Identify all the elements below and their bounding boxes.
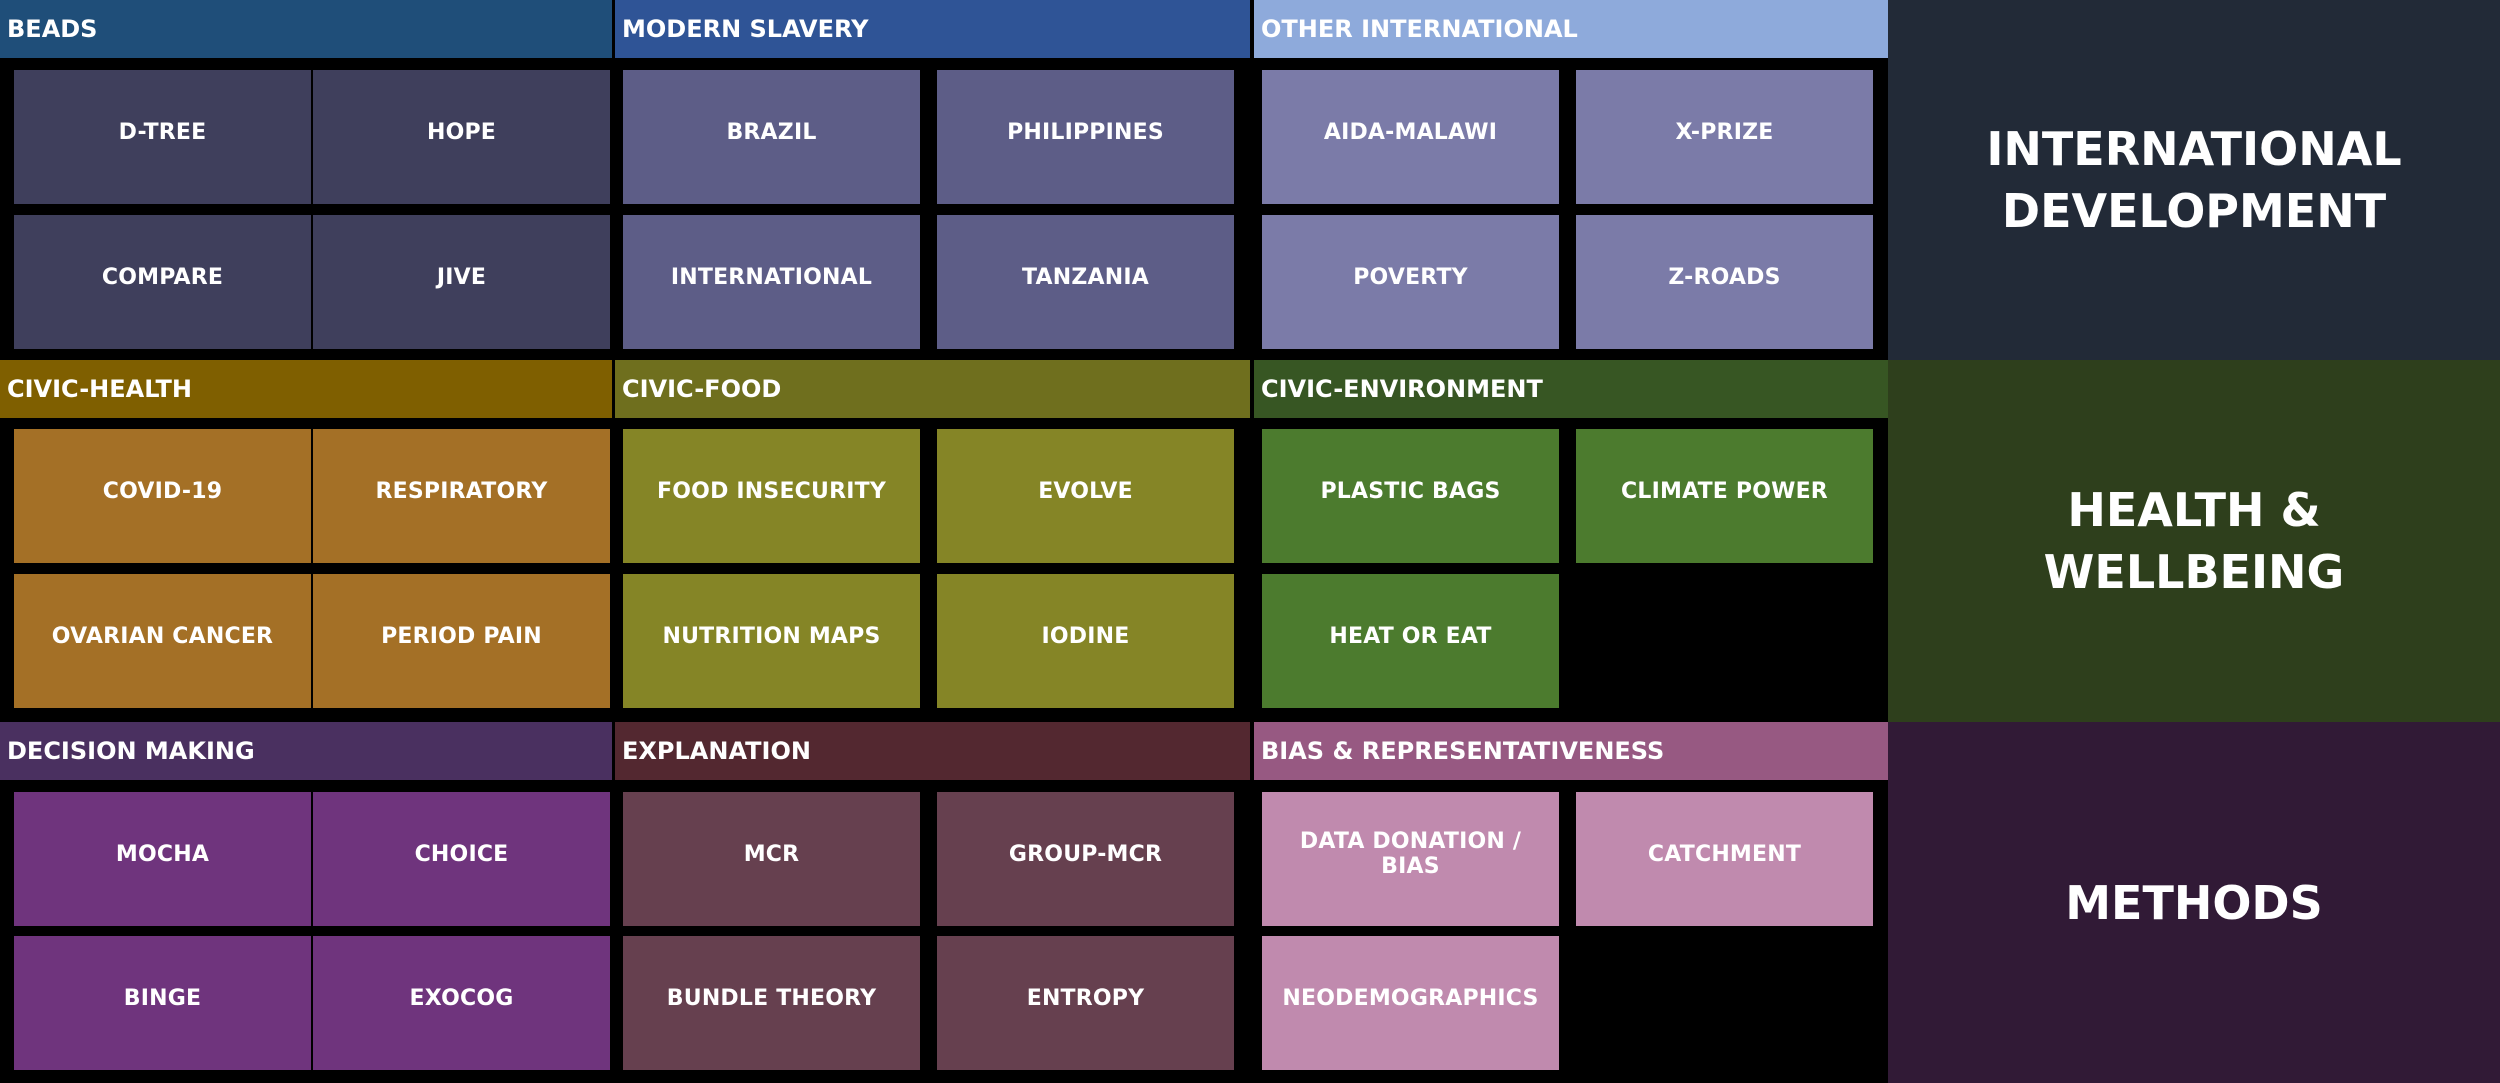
tile-philippines[interactable]: PHILIPPINES bbox=[937, 70, 1234, 204]
tile-label: MOCHA bbox=[115, 841, 210, 867]
tile-mcr[interactable]: MCR bbox=[623, 792, 920, 926]
tile-label: TANZANIA bbox=[1022, 264, 1149, 290]
theme-label: HEALTH & WELLBEING bbox=[2043, 483, 2345, 599]
tile-label: HOPE bbox=[426, 119, 497, 145]
tile-aida-malawi[interactable]: AIDA-MALAWI bbox=[1262, 70, 1559, 204]
tile-label: BINGE bbox=[123, 985, 202, 1011]
tile-nutrition-maps[interactable]: NUTRITION MAPS bbox=[623, 574, 920, 708]
tile-label: X-PRIZE bbox=[1675, 119, 1774, 145]
tile-mocha[interactable]: MOCHA bbox=[14, 792, 311, 926]
theme-label-line1: INTERNATIONAL bbox=[1986, 122, 2402, 176]
theme-label: METHODS bbox=[2065, 875, 2323, 930]
tile-label: MCR bbox=[743, 841, 800, 867]
tile-choice[interactable]: CHOICE bbox=[313, 792, 610, 926]
tile-hope[interactable]: HOPE bbox=[313, 70, 610, 204]
group-header-explanation: EXPLANATION bbox=[615, 722, 1250, 780]
tile-label: D-TREE bbox=[118, 119, 207, 145]
tile-label: CHOICE bbox=[414, 841, 509, 867]
tile-label: NUTRITION MAPS bbox=[662, 623, 881, 649]
group-header-bias-representativeness: BIAS & REPRESENTATIVENESS bbox=[1254, 722, 1888, 780]
tile-label: COVID-19 bbox=[102, 478, 223, 504]
tile-label: EXOCOG bbox=[409, 985, 514, 1011]
theme-international-development: INTERNATIONAL DEVELOPMENT bbox=[1888, 0, 2500, 360]
tile-label: COMPARE bbox=[101, 264, 224, 290]
tile-heat-or-eat[interactable]: HEAT OR EAT bbox=[1262, 574, 1559, 708]
tile-label: Z-ROADS bbox=[1668, 264, 1781, 290]
tile-label: CLIMATE POWER bbox=[1621, 478, 1828, 504]
tile-z-roads[interactable]: Z-ROADS bbox=[1576, 215, 1873, 349]
tile-x-prize[interactable]: X-PRIZE bbox=[1576, 70, 1873, 204]
tile-covid-19[interactable]: COVID-19 bbox=[14, 429, 311, 563]
tile-label: PHILIPPINES bbox=[1007, 119, 1164, 145]
group-header-other-international: OTHER INTERNATIONAL bbox=[1254, 0, 1888, 58]
tile-international[interactable]: INTERNATIONAL bbox=[623, 215, 920, 349]
tile-label: DATA DONATION / BIAS bbox=[1299, 829, 1522, 879]
group-header-modern-slavery: MODERN SLAVERY bbox=[615, 0, 1250, 58]
tile-label: INTERNATIONAL bbox=[670, 264, 873, 290]
tile-poverty[interactable]: POVERTY bbox=[1262, 215, 1559, 349]
theme-label-line2: DEVELOPMENT bbox=[2001, 184, 2387, 238]
tile-label: BUNDLE THEORY bbox=[666, 985, 877, 1011]
tile-label: PERIOD PAIN bbox=[381, 623, 542, 649]
tile-label: AIDA-MALAWI bbox=[1323, 119, 1498, 145]
tile-climate-power[interactable]: CLIMATE POWER bbox=[1576, 429, 1873, 563]
theme-methods: METHODS bbox=[1888, 722, 2500, 1083]
group-header-civic-environment: CIVIC-ENVIRONMENT bbox=[1254, 360, 1888, 418]
tile-label: HEAT OR EAT bbox=[1329, 623, 1492, 649]
tile-label: PLASTIC BAGS bbox=[1320, 478, 1501, 504]
tile-exocog[interactable]: EXOCOG bbox=[313, 936, 610, 1070]
tile-label: POVERTY bbox=[1353, 264, 1468, 290]
tile-tanzania[interactable]: TANZANIA bbox=[937, 215, 1234, 349]
tile-label: BRAZIL bbox=[726, 119, 817, 145]
tile-brazil[interactable]: BRAZIL bbox=[623, 70, 920, 204]
tile-period-pain[interactable]: PERIOD PAIN bbox=[313, 574, 610, 708]
tile-food-insecurity[interactable]: FOOD INSECURITY bbox=[623, 429, 920, 563]
tile-label: IODINE bbox=[1041, 623, 1130, 649]
tile-d-tree[interactable]: D-TREE bbox=[14, 70, 311, 204]
tile-label: GROUP-MCR bbox=[1008, 841, 1163, 867]
group-header-beads: BEADS bbox=[0, 0, 612, 58]
tile-label: JIVE bbox=[436, 264, 487, 290]
group-header-decision-making: DECISION MAKING bbox=[0, 722, 612, 780]
tile-bundle-theory[interactable]: BUNDLE THEORY bbox=[623, 936, 920, 1070]
tile-label: OVARIAN CANCER bbox=[51, 623, 274, 649]
tile-label: RESPIRATORY bbox=[375, 478, 548, 504]
tile-compare[interactable]: COMPARE bbox=[14, 215, 311, 349]
tile-group-mcr[interactable]: GROUP-MCR bbox=[937, 792, 1234, 926]
tile-ovarian-cancer[interactable]: OVARIAN CANCER bbox=[14, 574, 311, 708]
tile-entropy[interactable]: ENTROPY bbox=[937, 936, 1234, 1070]
tile-respiratory[interactable]: RESPIRATORY bbox=[313, 429, 610, 563]
tile-neodemographics[interactable]: NEODEMOGRAPHICS bbox=[1262, 936, 1559, 1070]
tile-label: NEODEMOGRAPHICS bbox=[1282, 985, 1539, 1011]
tile-binge[interactable]: BINGE bbox=[14, 936, 311, 1070]
tile-evolve[interactable]: EVOLVE bbox=[937, 429, 1234, 563]
tile-label: CATCHMENT bbox=[1647, 841, 1802, 867]
group-header-civic-food: CIVIC-FOOD bbox=[615, 360, 1250, 418]
tile-jive[interactable]: JIVE bbox=[313, 215, 610, 349]
tile-label: ENTROPY bbox=[1026, 985, 1145, 1011]
tile-label: EVOLVE bbox=[1038, 478, 1133, 504]
tile-label: FOOD INSECURITY bbox=[657, 478, 886, 504]
theme-health-wellbeing: HEALTH & WELLBEING bbox=[1888, 360, 2500, 722]
group-header-civic-health: CIVIC-HEALTH bbox=[0, 360, 612, 418]
tile-iodine[interactable]: IODINE bbox=[937, 574, 1234, 708]
tile-catchment[interactable]: CATCHMENT bbox=[1576, 792, 1873, 926]
tile-plastic-bags[interactable]: PLASTIC BAGS bbox=[1262, 429, 1559, 563]
tile-data-donation-bias[interactable]: DATA DONATION / BIAS bbox=[1262, 792, 1559, 926]
